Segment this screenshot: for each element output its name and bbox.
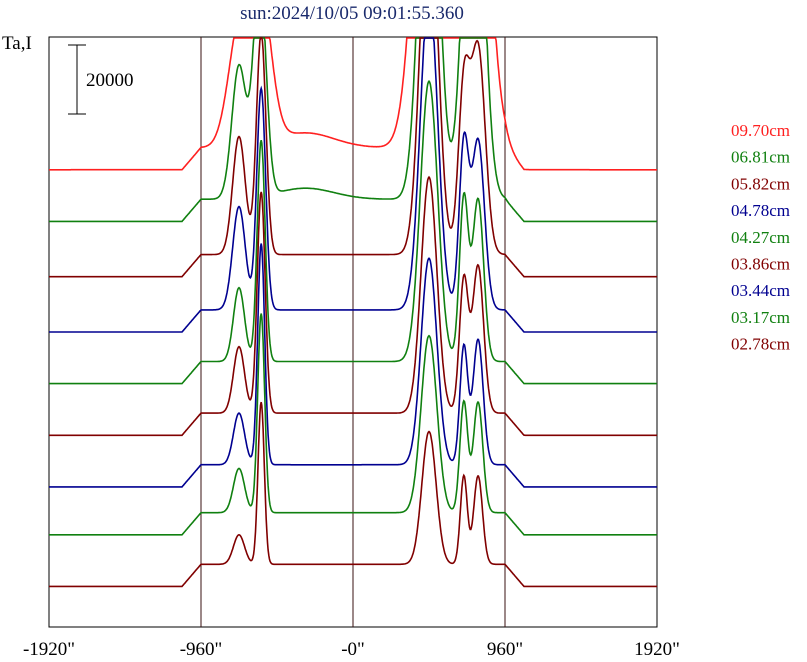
series-line-3 bbox=[49, 37, 657, 333]
series-line-5 bbox=[49, 175, 657, 437]
legend-item-4: 04.27cm bbox=[731, 228, 790, 247]
legend-item-1: 06.81cm bbox=[731, 148, 790, 167]
legend: 09.70cm 06.81cm 05.82cm 04.78cm 04.27cm 03.86… bbox=[731, 121, 790, 354]
series-lines bbox=[49, 37, 657, 588]
scale-bar: 20000 bbox=[68, 44, 134, 115]
series-line-1 bbox=[49, 37, 657, 223]
x-tick-labels: -1920" -960" -0" 960" 1920" bbox=[23, 639, 680, 660]
legend-item-6: 03.44cm bbox=[731, 281, 790, 300]
x-tick-label-0: -1920" bbox=[23, 639, 75, 660]
series-line-2 bbox=[49, 37, 657, 278]
x-tick-label-4: 1920" bbox=[634, 639, 680, 660]
legend-item-8: 02.78cm bbox=[731, 335, 790, 354]
series-line-4 bbox=[49, 79, 657, 385]
chart-title: sun:2024/10/05 09:01:55.360 bbox=[240, 3, 464, 24]
x-tick-label-3: 960" bbox=[487, 639, 523, 660]
scale-bar-label: 20000 bbox=[86, 70, 134, 91]
legend-item-2: 05.82cm bbox=[731, 174, 790, 193]
series-line-8 bbox=[49, 401, 657, 588]
vertical-gridlines bbox=[200, 37, 506, 627]
legend-item-5: 03.86cm bbox=[731, 255, 790, 274]
legend-item-7: 03.17cm bbox=[731, 308, 790, 327]
series-line-6 bbox=[49, 243, 657, 488]
legend-item-0: 09.70cm bbox=[731, 121, 790, 140]
x-tick-label-2: -0" bbox=[341, 639, 365, 660]
y-axis-label: Ta,I bbox=[2, 33, 32, 54]
x-tick-label-1: -960" bbox=[180, 639, 223, 660]
series-line-0 bbox=[49, 37, 657, 171]
series-line-7 bbox=[49, 313, 657, 536]
legend-item-3: 04.78cm bbox=[731, 201, 790, 220]
